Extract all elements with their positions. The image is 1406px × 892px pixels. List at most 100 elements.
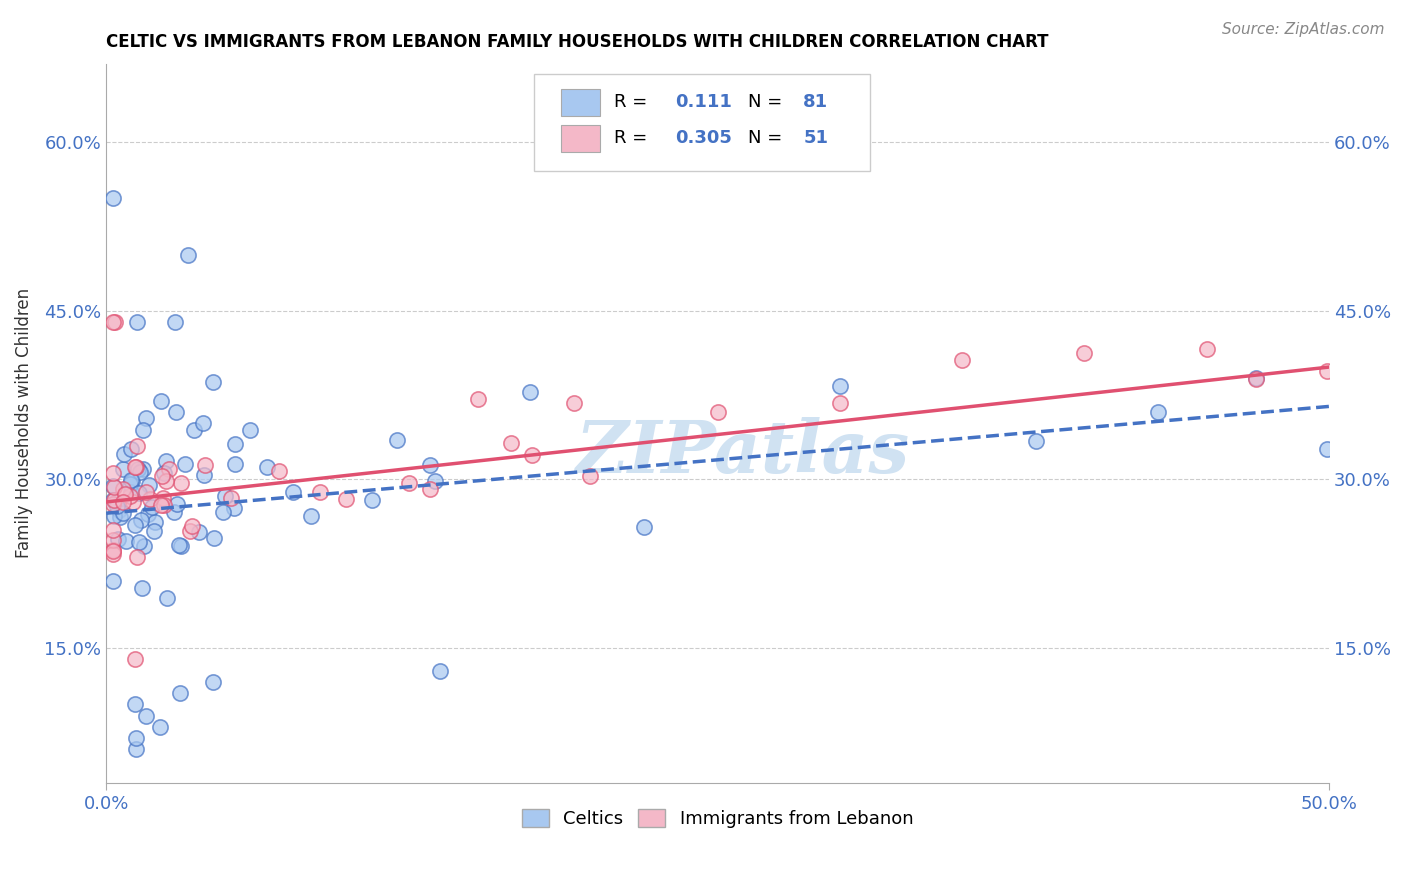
Point	[157, 462, 180, 476]
Point	[103, 315, 125, 329]
Point	[128, 485, 150, 500]
Point	[301, 508, 323, 523]
Point	[335, 491, 357, 506]
Point	[103, 480, 125, 494]
Point	[142, 524, 165, 538]
Point	[152, 498, 174, 512]
Point	[135, 708, 157, 723]
Point	[828, 378, 851, 392]
Point	[281, 484, 304, 499]
Point	[127, 462, 149, 476]
Point	[165, 405, 187, 419]
Point	[132, 539, 155, 553]
Point	[103, 191, 125, 205]
Point	[183, 423, 205, 437]
Point	[950, 352, 973, 367]
Point	[135, 484, 157, 499]
Point	[111, 495, 134, 509]
Point	[138, 478, 160, 492]
Point	[152, 491, 174, 506]
Point	[419, 482, 441, 496]
Text: N =: N =	[748, 128, 782, 146]
Point	[120, 442, 142, 457]
Point	[163, 505, 186, 519]
Point	[149, 720, 172, 734]
Point	[256, 460, 278, 475]
Text: 0.111: 0.111	[675, 93, 731, 111]
Point	[131, 581, 153, 595]
Point	[202, 674, 225, 689]
Point	[112, 447, 135, 461]
Point	[104, 315, 127, 329]
Point	[124, 460, 146, 475]
Text: N =: N =	[748, 93, 782, 111]
Text: CELTIC VS IMMIGRANTS FROM LEBANON FAMILY HOUSEHOLDS WITH CHILDREN CORRELATION CH: CELTIC VS IMMIGRANTS FROM LEBANON FAMILY…	[105, 33, 1049, 51]
Point	[121, 474, 143, 488]
Point	[124, 652, 146, 666]
Legend: Celtics, Immigrants from Lebanon: Celtics, Immigrants from Lebanon	[515, 801, 921, 835]
Point	[103, 466, 125, 480]
Point	[176, 247, 198, 261]
Point	[124, 518, 146, 533]
Point	[222, 501, 245, 516]
Point	[132, 462, 155, 476]
Point	[129, 465, 152, 479]
Point	[1024, 434, 1046, 449]
Point	[103, 524, 125, 538]
Point	[309, 485, 332, 500]
Point	[124, 460, 146, 475]
Point	[120, 485, 142, 500]
Point	[124, 742, 146, 756]
Point	[145, 515, 167, 529]
Point	[125, 550, 148, 565]
Point	[360, 493, 382, 508]
Point	[398, 476, 420, 491]
Point	[150, 468, 173, 483]
Point	[191, 417, 214, 431]
Point	[1316, 442, 1339, 456]
Point	[107, 532, 129, 546]
Point	[115, 534, 138, 549]
Point	[136, 507, 159, 521]
Point	[112, 507, 135, 521]
Point	[105, 499, 128, 513]
Point	[269, 464, 291, 478]
Point	[239, 423, 262, 437]
Point	[103, 574, 125, 589]
Point	[173, 457, 195, 471]
Point	[135, 411, 157, 425]
Point	[141, 500, 163, 514]
Point	[103, 479, 125, 493]
Point	[108, 510, 131, 524]
Point	[111, 482, 134, 496]
Point	[180, 519, 202, 533]
Point	[127, 315, 149, 329]
Point	[103, 533, 125, 547]
Point	[114, 487, 136, 501]
Point	[221, 491, 243, 505]
Point	[170, 475, 193, 490]
Point	[169, 686, 191, 700]
Point	[124, 698, 146, 712]
Point	[128, 535, 150, 549]
Point	[212, 505, 235, 519]
Point	[419, 458, 441, 472]
Point	[120, 489, 142, 503]
Point	[1244, 372, 1267, 386]
Point	[828, 396, 851, 410]
Point	[706, 405, 728, 419]
Point	[385, 433, 408, 447]
Point	[152, 467, 174, 481]
Point	[132, 423, 155, 437]
Y-axis label: Family Households with Children: Family Households with Children	[15, 288, 32, 558]
Point	[156, 591, 179, 606]
Point	[167, 538, 190, 552]
Text: R =: R =	[613, 128, 647, 146]
Point	[170, 539, 193, 553]
Point	[578, 468, 600, 483]
Point	[155, 454, 177, 468]
Point	[499, 435, 522, 450]
Point	[633, 520, 655, 534]
Point	[188, 524, 211, 539]
Point	[165, 315, 187, 329]
